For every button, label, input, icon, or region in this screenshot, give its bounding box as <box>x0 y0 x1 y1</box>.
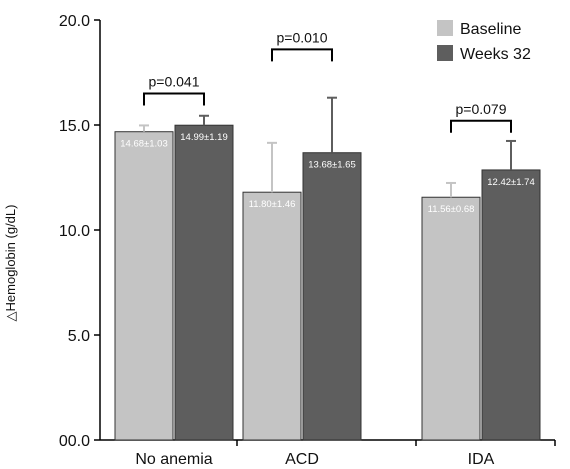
significance-annotations: p=0.041 p=0.010 p=0.079 <box>143 29 512 133</box>
p-value-label: p=0.041 <box>149 74 200 90</box>
bar-group <box>114 124 541 441</box>
bar <box>174 124 234 441</box>
y-tick-label: 5.0 <box>68 328 90 345</box>
significance-bracket <box>450 119 512 133</box>
bar-value-label: 11.56±0.68 <box>428 204 475 215</box>
p-value-label: p=0.010 <box>277 29 328 45</box>
bar <box>114 131 174 441</box>
bar <box>302 152 362 441</box>
bar-label-group: 14.68±1.03 11.80±1.46 11.56±0.68 14.99±1.19… <box>120 132 534 215</box>
y-tick-label: 00.0 <box>59 433 90 450</box>
bar <box>481 169 541 441</box>
y-axis-label: △Hemoglobin (g/dL) <box>3 205 18 322</box>
y-tick-label: 15.0 <box>59 118 90 135</box>
legend-label: Baseline <box>460 21 521 38</box>
significance-bracket <box>143 92 205 106</box>
x-tick-label: No anemia <box>135 451 212 468</box>
y-tick-label: 10.0 <box>59 223 90 240</box>
x-tick-label: ACD <box>285 451 319 468</box>
legend-swatch <box>437 20 453 36</box>
bar-value-label: 14.99±1.19 <box>180 132 227 143</box>
p-value-label: p=0.079 <box>456 101 507 117</box>
chart-legend: Baseline Weeks 32 <box>437 20 531 63</box>
bar <box>421 196 481 441</box>
bar-value-label: 11.80±1.46 <box>249 199 296 210</box>
legend-swatch <box>437 45 453 61</box>
bar-value-label: 14.68±1.03 <box>120 139 167 150</box>
significance-bracket <box>271 48 333 62</box>
x-tick-label: IDA <box>468 451 495 468</box>
bar-value-label: 13.68±1.65 <box>308 160 355 171</box>
error-bar-group <box>139 96 516 198</box>
bar <box>242 191 302 441</box>
y-tick-label: 20.0 <box>59 13 90 30</box>
bar-value-label: 12.42±1.74 <box>487 177 534 188</box>
legend-label: Weeks 32 <box>460 46 531 63</box>
